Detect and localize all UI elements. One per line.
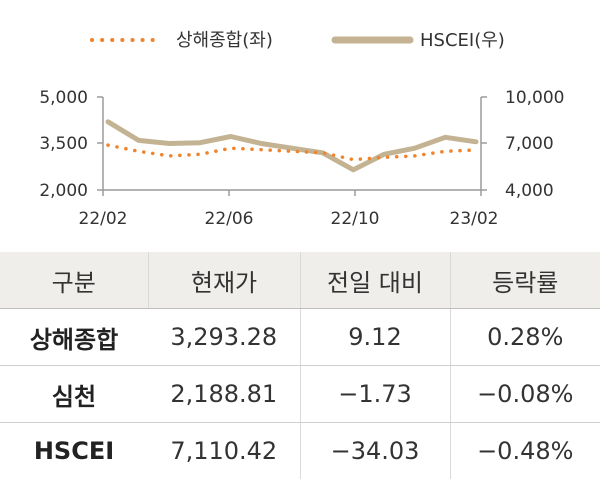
x-tick-label: 23/02 [450,209,499,229]
left-y-tick-label: 3,500 [39,134,88,154]
index-chart: 상해종합(좌) HSCEI(우) 5,000 3,500 2,000 10,00… [39,30,564,229]
table-row: 상해종합 3,293.28 9.12 0.28% [0,308,600,366]
axes [97,96,487,196]
header-change-rate: 등락률 [449,252,600,309]
x-tick-label: 22/02 [79,209,128,229]
left-y-tick-label: 5,000 [39,88,88,108]
row-change: 9.12 [299,308,450,366]
row-price: 2,188.81 [148,365,300,423]
header-change: 전일 대비 [299,252,450,309]
row-change: −1.73 [299,365,450,423]
x-tick-label: 22/06 [205,209,254,229]
series-line-shanghai [106,143,478,162]
index-quote-table: 구분 현재가 전일 대비 등락률 상해종합 3,293.28 9.12 0.28… [0,252,600,479]
table-row: 심천 2,188.81 −1.73 −0.08% [0,365,600,423]
legend: 상해종합(좌) HSCEI(우) [90,30,505,51]
row-rate: −0.08% [449,365,600,423]
row-price: 3,293.28 [148,308,300,366]
legend-shanghai-label: 상해종합(좌) [176,30,273,51]
table-row: HSCEI 7,110.42 −34.03 −0.48% [0,422,600,479]
right-y-tick-label: 7,000 [505,134,554,154]
tick-labels: 5,000 3,500 2,000 10,000 7,000 4,000 22/… [39,88,564,229]
plot-series [105,119,479,173]
row-change: −34.03 [299,422,450,479]
row-rate: −0.48% [449,422,600,479]
row-rate: 0.28% [449,308,600,366]
row-index-name: 상해종합 [0,308,148,366]
row-index-name: 심천 [0,365,148,423]
series-line-hscei [105,119,479,173]
table-header-row: 구분 현재가 전일 대비 등락률 [0,252,600,309]
header-current-price: 현재가 [147,252,300,309]
x-tick-label: 22/10 [331,209,380,229]
row-index-name: HSCEI [0,422,148,479]
right-y-tick-label: 10,000 [505,88,564,108]
left-y-tick-label: 2,000 [39,181,88,201]
right-y-tick-label: 4,000 [505,181,554,201]
row-price: 7,110.42 [170,437,278,465]
header-category: 구분 [0,252,148,309]
legend-hscei-label: HSCEI(우) [420,30,505,51]
